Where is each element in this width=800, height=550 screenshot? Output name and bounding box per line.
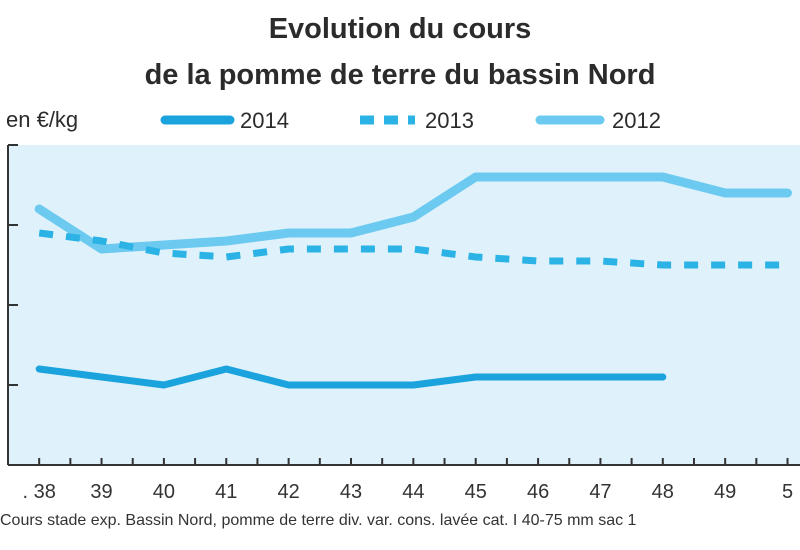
axes: . 38 39 40 41 42 43 44 45 46 47 48 49 5: [7, 144, 800, 503]
x-tick-label: 45: [465, 481, 487, 503]
series-line-2012: [34, 172, 792, 254]
x-tick-label: 39: [90, 481, 112, 503]
x-tick-label: 43: [340, 481, 362, 503]
line-chart: 2014 2013 2012 en €/kg . 38 39 40 41 42 43 44 45 4…: [6, 107, 800, 503]
legend-label-2012: 2012: [612, 108, 661, 133]
series-layer: [34, 172, 792, 389]
x-tick-label: 49: [714, 481, 736, 503]
x-tick-label: . 38: [23, 481, 56, 503]
legend: 2014 2013 2012: [160, 108, 661, 133]
x-tick-label: 41: [215, 481, 237, 503]
x-tick-label: 46: [527, 481, 549, 503]
chart-title-line-2: de la pomme de terre du bassin Nord: [144, 59, 656, 91]
x-tick-label: 44: [402, 481, 424, 503]
y-axis-label: en €/kg: [6, 107, 78, 132]
x-tick-label: 47: [589, 481, 611, 503]
series-line-2014: [35, 365, 667, 389]
legend-label-2014: 2014: [240, 108, 289, 133]
x-tick-label: 5: [782, 481, 793, 503]
x-tick-label: 42: [278, 481, 300, 503]
x-tick-label: 40: [153, 481, 175, 503]
legend-label-2013: 2013: [425, 108, 474, 133]
plot-area: [8, 145, 800, 465]
x-tick-label: 48: [652, 481, 674, 503]
source-note: Cours stade exp. Bassin Nord, pomme de t…: [0, 512, 637, 529]
series-line-2013: [38, 229, 788, 269]
chart-title-line-1: Evolution du cours: [268, 13, 532, 45]
